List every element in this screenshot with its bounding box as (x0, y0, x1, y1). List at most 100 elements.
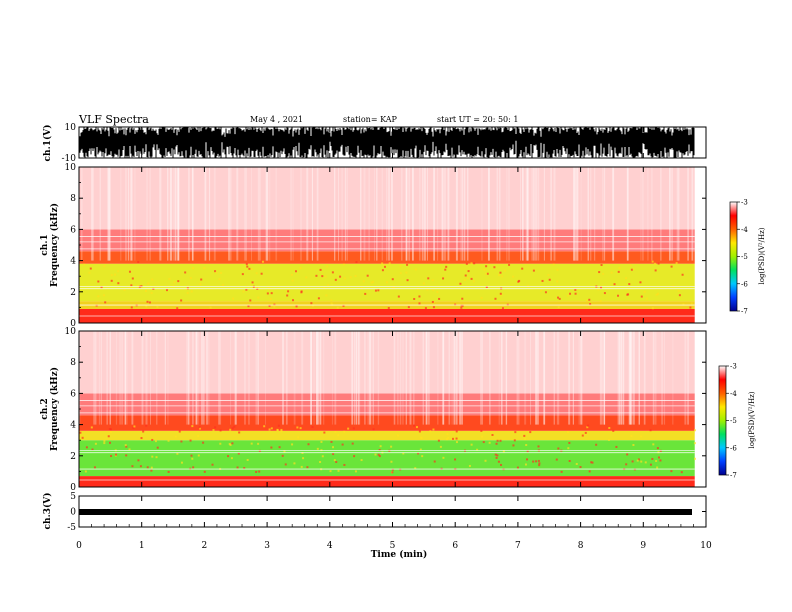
ch2-spectrogram-speckle (513, 439, 516, 442)
ch1-spectrogram-speckle (245, 263, 248, 266)
colorbar-tick-label: -5 (741, 253, 748, 261)
ch1-spectrogram-streak (461, 167, 464, 261)
ch1-spectrogram-streak (411, 167, 414, 261)
ch1-spectrogram-speckle (95, 304, 98, 307)
ch2-spectrogram-speckle (278, 446, 281, 449)
ch2-spectrogram-streak (334, 331, 337, 425)
ch1-spectrogram-speckle (177, 280, 180, 283)
ch1-spectrogram-speckle (557, 306, 560, 309)
ch2-spectrogram-speckle (284, 463, 287, 466)
ch2-spectrogram-speckle (455, 437, 458, 440)
ch1-spectrogram-speckle (598, 271, 601, 274)
ch2-spectrogram-streak (255, 331, 257, 425)
colorbar-tick-label: -6 (730, 444, 737, 452)
ch2-spectrogram-speckle (293, 462, 296, 465)
ch1-spectrogram-streak (668, 167, 671, 261)
ch1-spectrogram-streak (426, 167, 428, 261)
ch1-spectrogram-speckle (480, 296, 483, 299)
ch2-spectrogram-speckle (388, 449, 391, 452)
ch1-spectrogram-speckle (442, 277, 445, 280)
ch1-spectrogram-speckle (128, 287, 131, 290)
ch1-spectrogram-speckle (321, 275, 324, 278)
ch2-spectrogram-speckle (429, 430, 432, 433)
ch1-spectrogram-streak (448, 167, 450, 261)
ch1-spectrogram-streak (537, 167, 540, 261)
ch2-spectrogram-speckle (125, 445, 128, 448)
ch1-spectrogram-speckle (499, 292, 502, 295)
ch1-spectrogram-speckle (123, 288, 126, 291)
ch2-spectrogram-streak (543, 331, 545, 425)
ch1-spectrogram-streak (388, 167, 390, 261)
ch2-spectrogram-speckle (319, 460, 322, 463)
ch2-spectrogram-speckle (377, 453, 380, 456)
ch2-spectrogram-speckle (568, 460, 571, 463)
ch2-spectrogram-speckle (491, 433, 494, 436)
ch2-spectrogram-speckle (299, 427, 302, 430)
ch2-spectrogram-image (79, 331, 706, 487)
ch3-waveform-y-tick-label: 0 (70, 508, 76, 518)
ch1-spectrogram-streak (536, 167, 538, 261)
ch2-spectrogram-streak (480, 331, 482, 425)
ch2-spectrogram-speckle (352, 427, 355, 430)
ch1-spectrogram-streak (173, 167, 175, 261)
ch1-waveform-yticks: 10 -10 (62, 123, 706, 164)
ch2-spectrogram-speckle (79, 431, 82, 434)
ch1-spectrogram-streak (229, 167, 232, 261)
ch2-spectrogram-speckle (432, 428, 435, 431)
ch1-spectrogram-speckle (146, 300, 149, 303)
ch1-spectrogram-streak (423, 167, 426, 261)
ch1-spectrogram-speckle (114, 273, 117, 276)
ch2-spectrogram-speckle (156, 446, 159, 449)
ch2-spectrogram-speckle (85, 446, 88, 449)
ch1-spectrogram-streak (553, 167, 556, 261)
ch1-spectrogram-speckle (651, 307, 654, 310)
ch1-spectrogram-speckle (370, 281, 373, 284)
ch2-spectrogram-speckle (178, 430, 181, 433)
ch1-spectrogram-speckle (503, 269, 506, 272)
ch1-spectrogram-speckle (317, 297, 320, 300)
ch1-spectrogram-speckle (424, 307, 427, 310)
ch2-spectrogram-speckle (608, 426, 611, 429)
ch1-spectrogram-streak (531, 167, 534, 261)
ch2-spectrogram-speckle (151, 438, 154, 441)
ch1-spectrogram-ylabel-channel: ch.1 (40, 234, 50, 255)
ch1-spectrogram-streak (626, 167, 629, 261)
ch2-spectrogram-streak (234, 331, 236, 425)
ch1-spectrogram-speckle (657, 292, 660, 295)
ch1-spectrogram-speckle (388, 262, 391, 265)
ch2-spectrogram-streak (167, 331, 169, 425)
ch2-spectrogram-y-tick-label: 4 (70, 421, 76, 431)
ch2-spectrogram-speckle (657, 456, 660, 459)
ch2-spectrogram-speckle (439, 445, 442, 448)
ch2-spectrogram-streak (498, 331, 500, 425)
ch2-spectrogram-speckle (499, 439, 502, 442)
ch2-spectrogram-speckle (230, 457, 233, 460)
ch1-spectrogram-streak (535, 167, 537, 261)
ch1-spectrogram-streak (344, 167, 346, 261)
ch2-spectrogram-speckle (526, 458, 529, 461)
ch2-spectrogram-speckle (581, 434, 584, 437)
ch2-spectrogram-speckle (421, 455, 424, 458)
ch2-spectrogram-streak (654, 331, 657, 425)
ch2-spectrogram-speckle (455, 441, 458, 444)
ch1-spectrogram-speckle (670, 265, 673, 268)
ch2-spectrogram-y-tick-label: 10 (65, 327, 77, 337)
ch2-spectrogram-speckle (587, 424, 590, 427)
ch1-spectrogram-streak (311, 167, 314, 261)
ch2-spectrogram-speckle (446, 433, 449, 436)
ch2-spectrogram-speckle (139, 465, 142, 468)
ch1-spectrogram-speckle (461, 304, 464, 307)
ch2-spectrogram-speckle (154, 440, 157, 443)
ch2-spectrogram-streak (661, 331, 664, 425)
ch1-spectrogram-speckle (291, 299, 294, 302)
ch2-spectrogram-speckle (255, 470, 258, 473)
ch2-spectrogram-streak (156, 331, 158, 425)
ch2-spectrogram-speckle (670, 470, 673, 473)
ch2-spectrogram-speckle (258, 470, 261, 473)
ch2-spectrogram-speckle (150, 466, 153, 469)
ch2-spectrogram-speckle (281, 454, 284, 457)
ch2-spectrogram-speckle (626, 453, 629, 456)
ch2-spectrogram-streak (187, 331, 190, 425)
ch2-spectrogram-streak (623, 331, 625, 425)
ch1-spectrogram-streak (92, 167, 94, 261)
